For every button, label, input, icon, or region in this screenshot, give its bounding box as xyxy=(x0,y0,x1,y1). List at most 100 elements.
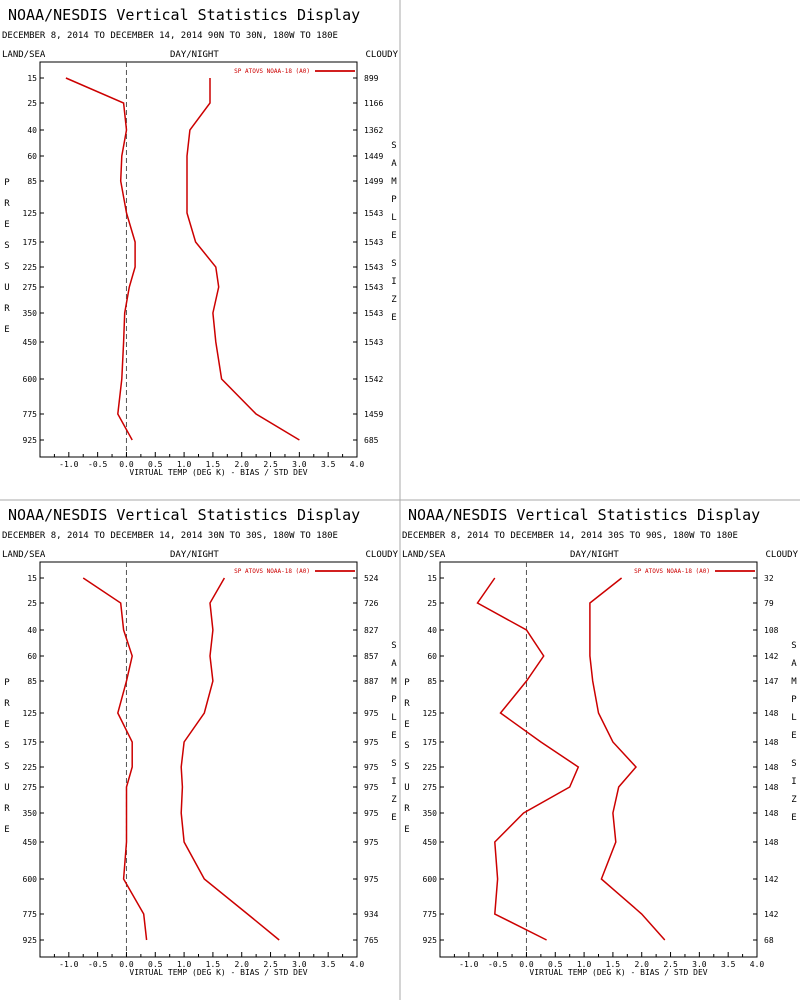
plot-frame xyxy=(439,561,758,958)
pressure-axis-letter: U xyxy=(4,783,9,793)
x-tick-label: 1.0 xyxy=(177,960,192,969)
pressure-axis-letter: P xyxy=(4,678,10,688)
legend-label: SP ATOVS NOAA-18 (A0) xyxy=(234,568,310,575)
pressure-level-label: 350 xyxy=(23,309,38,318)
sample-size-label: 1449 xyxy=(364,152,383,161)
sample-size-label: 148 xyxy=(764,783,779,792)
plot-frame xyxy=(39,61,358,458)
pressure-level-label: 450 xyxy=(23,338,38,347)
sample-size-label: 1166 xyxy=(364,99,383,108)
sample-size-label: 899 xyxy=(364,74,379,83)
sample-size-label: 1499 xyxy=(364,177,383,186)
x-tick-label: 4.0 xyxy=(350,960,365,969)
sample-size-label: 1543 xyxy=(364,263,383,272)
sample-size-axis-letter: I xyxy=(391,777,396,787)
bias-series-line xyxy=(82,577,148,941)
sample-size-axis-letter: Z xyxy=(791,795,797,805)
x-axis-label: VIRTUAL TEMP (DEG K) - BIAS / STD DEV xyxy=(129,968,307,977)
sample-size-label: 1459 xyxy=(364,410,383,419)
bias-series-line xyxy=(65,77,136,441)
pressure-level-label: 85 xyxy=(27,177,37,186)
panel-subtitle: DECEMBER 8, 2014 TO DECEMBER 14, 2014 90… xyxy=(2,31,338,41)
panel-title: NOAA/NESDIS Vertical Statistics Display xyxy=(408,506,760,524)
sample-size-axis-letter: A xyxy=(391,659,397,669)
x-tick-label: 1.5 xyxy=(606,960,621,969)
x-tick-label: 1.0 xyxy=(577,960,592,969)
sample-size-label: 857 xyxy=(364,652,379,661)
x-tick-label: -1.0 xyxy=(459,960,478,969)
pressure-axis-letter: S xyxy=(4,762,9,772)
pressure-axis-letter: S xyxy=(404,762,409,772)
chart-panel-1: NOAA/NESDIS Vertical Statistics Display D… xyxy=(2,6,399,477)
x-tick-label: 1.0 xyxy=(177,460,192,469)
pressure-level-label: 15 xyxy=(27,574,37,583)
sample-size-axis-letter: P xyxy=(791,695,797,705)
sample-size-label: 1543 xyxy=(364,209,383,218)
cloudy-label: CLOUDY xyxy=(365,50,398,60)
pressure-axis-letter: E xyxy=(4,825,9,835)
x-tick-label: 2.0 xyxy=(235,960,250,969)
pressure-level-label: 775 xyxy=(423,910,438,919)
sample-size-label: 1542 xyxy=(364,375,383,384)
sample-size-label: 975 xyxy=(364,875,379,884)
x-tick-label: 0.0 xyxy=(119,460,134,469)
pressure-level-label: 350 xyxy=(23,809,38,818)
pressure-level-label: 25 xyxy=(27,99,37,108)
sample-size-axis-letter: S xyxy=(391,641,396,651)
pressure-level-label: 225 xyxy=(23,263,38,272)
sample-size-axis-letter: P xyxy=(391,195,397,205)
x-tick-label: 3.0 xyxy=(292,960,307,969)
sample-size-label: 1543 xyxy=(364,283,383,292)
sample-size-label: 975 xyxy=(364,809,379,818)
x-tick-label: -0.5 xyxy=(488,960,507,969)
sample-size-axis-letter: S xyxy=(791,641,796,651)
sample-size-axis-letter: S xyxy=(391,259,396,269)
sample-size-label: 975 xyxy=(364,738,379,747)
x-tick-label: 3.5 xyxy=(721,960,736,969)
panel-title: NOAA/NESDIS Vertical Statistics Display xyxy=(8,506,360,524)
x-axis-label: VIRTUAL TEMP (DEG K) - BIAS / STD DEV xyxy=(129,468,307,477)
pressure-axis-letter: R xyxy=(4,699,10,709)
chart-panel-2: NOAA/NESDIS Vertical Statistics Display D… xyxy=(2,506,399,977)
sample-size-label: 827 xyxy=(364,626,379,635)
cloudy-label: CLOUDY xyxy=(365,550,398,560)
pressure-axis-letter: S xyxy=(4,262,9,272)
sample-size-label: 148 xyxy=(764,763,779,772)
sample-size-axis-letter: S xyxy=(391,759,396,769)
sample-size-axis-letter: E xyxy=(391,231,396,241)
sample-size-axis-letter: P xyxy=(391,695,397,705)
sample-size-label: 685 xyxy=(364,436,379,445)
pressure-level-label: 775 xyxy=(23,910,38,919)
pressure-level-label: 175 xyxy=(23,238,38,247)
pressure-level-label: 225 xyxy=(23,763,38,772)
x-tick-label: -1.0 xyxy=(59,960,78,969)
x-tick-label: -1.0 xyxy=(59,460,78,469)
pressure-level-label: 775 xyxy=(23,410,38,419)
pressure-level-label: 175 xyxy=(23,738,38,747)
sample-size-axis-letter: A xyxy=(391,159,397,169)
pressure-level-label: 15 xyxy=(427,574,437,583)
sample-size-axis-letter: A xyxy=(791,659,797,669)
chart-panel-3: NOAA/NESDIS Vertical Statistics Display D… xyxy=(402,506,799,977)
sample-size-label: 1362 xyxy=(364,126,383,135)
x-tick-label: 3.5 xyxy=(321,960,336,969)
pressure-axis-letter: R xyxy=(404,699,410,709)
cloudy-label: CLOUDY xyxy=(765,550,798,560)
pressure-level-label: 175 xyxy=(423,738,438,747)
pressure-axis-letter: E xyxy=(404,825,409,835)
x-tick-label: 2.5 xyxy=(263,960,278,969)
pressure-level-label: 925 xyxy=(423,936,438,945)
x-tick-label: 1.5 xyxy=(206,460,221,469)
pressure-level-label: 275 xyxy=(23,283,38,292)
sample-size-label: 142 xyxy=(764,652,779,661)
sample-size-axis-letter: I xyxy=(791,777,796,787)
pressure-level-label: 125 xyxy=(23,709,38,718)
pressure-axis-letter: R xyxy=(404,804,410,814)
pressure-level-label: 925 xyxy=(23,936,38,945)
day-night-label: DAY/NIGHT xyxy=(170,50,219,60)
x-tick-label: 2.5 xyxy=(263,460,278,469)
pressure-level-label: 225 xyxy=(423,763,438,772)
sample-size-label: 975 xyxy=(364,783,379,792)
sample-size-label: 142 xyxy=(764,910,779,919)
pressure-level-label: 25 xyxy=(427,599,437,608)
